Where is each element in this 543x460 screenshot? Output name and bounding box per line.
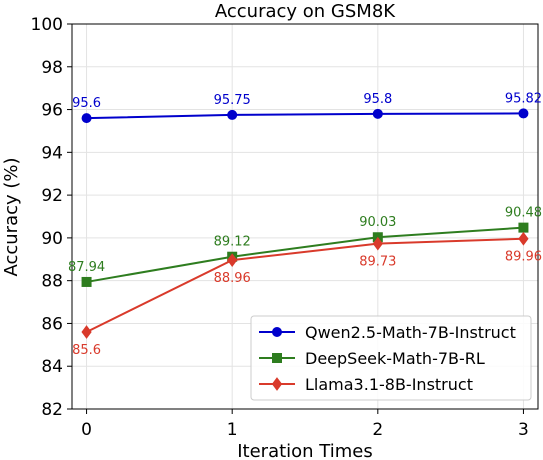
data-label: 95.8 (363, 92, 392, 107)
legend-marker (272, 353, 282, 363)
legend-box (250, 315, 532, 401)
x-tick-label: 1 (227, 420, 238, 440)
y-tick-label: 84 (41, 357, 63, 377)
data-label: 89.73 (359, 255, 396, 270)
data-point (518, 108, 529, 119)
data-point (227, 253, 238, 267)
data-point (518, 231, 529, 246)
data-point (372, 108, 383, 119)
data-label: 87.94 (68, 260, 105, 275)
y-tick-label: 96 (41, 101, 63, 121)
y-tick-label: 92 (41, 186, 63, 206)
data-label: 89.12 (214, 235, 251, 250)
legend-label: DeepSeek-Math-7B-RL (305, 349, 485, 368)
data-label: 85.6 (72, 343, 101, 358)
data-label: 95.75 (214, 93, 251, 108)
series-line (86, 112, 524, 120)
data-point (81, 113, 92, 124)
legend-label: Llama3.1-8B-Instruct (305, 375, 473, 394)
y-tick-label: 94 (41, 143, 63, 163)
data-point (518, 222, 529, 233)
data-point (227, 109, 238, 120)
data-point (81, 276, 92, 287)
y-tick-label: 82 (41, 400, 63, 420)
x-axis-label: Iteration Times (237, 441, 373, 460)
data-label: 90.03 (359, 215, 396, 230)
plot-frame (71, 23, 539, 410)
y-tick-label: 86 (41, 314, 63, 334)
series-line (86, 226, 524, 283)
legend-label: Qwen2.5-Math-7B-Instruct (305, 323, 516, 342)
x-tick-label: 0 (81, 420, 92, 440)
series-line (86, 237, 524, 333)
x-tick-label: 3 (518, 420, 529, 440)
legend-marker (271, 377, 283, 391)
y-tick-label: 100 (31, 15, 63, 35)
x-tick-label: 2 (372, 420, 383, 440)
legend-marker (272, 327, 282, 337)
data-point (81, 325, 92, 339)
y-axis-label: Accuracy (%) (1, 157, 22, 276)
y-tick-label: 90 (41, 229, 63, 249)
data-label: 95.6 (72, 96, 101, 111)
series-layer: 95.6 95.75 95.8 95.82 87.94 89.12 90.03 90.48 85… (68, 91, 542, 358)
data-label: 88.96 (214, 271, 251, 286)
legend: Qwen2.5-Math-7B-Instruct DeepSeek-Math-7B… (250, 315, 532, 401)
data-label: 95.82 (505, 91, 542, 106)
chart-title: Accuracy on GSM8K (215, 1, 396, 22)
axes-layer: 82 84 86 88 90 92 94 96 98 100 0 1 2 3 (31, 15, 539, 440)
data-label: 90.48 (505, 206, 542, 221)
data-point (372, 236, 383, 251)
data-label: 89.96 (505, 250, 542, 265)
y-tick-label: 98 (41, 58, 63, 78)
y-tick-label: 88 (41, 272, 63, 292)
